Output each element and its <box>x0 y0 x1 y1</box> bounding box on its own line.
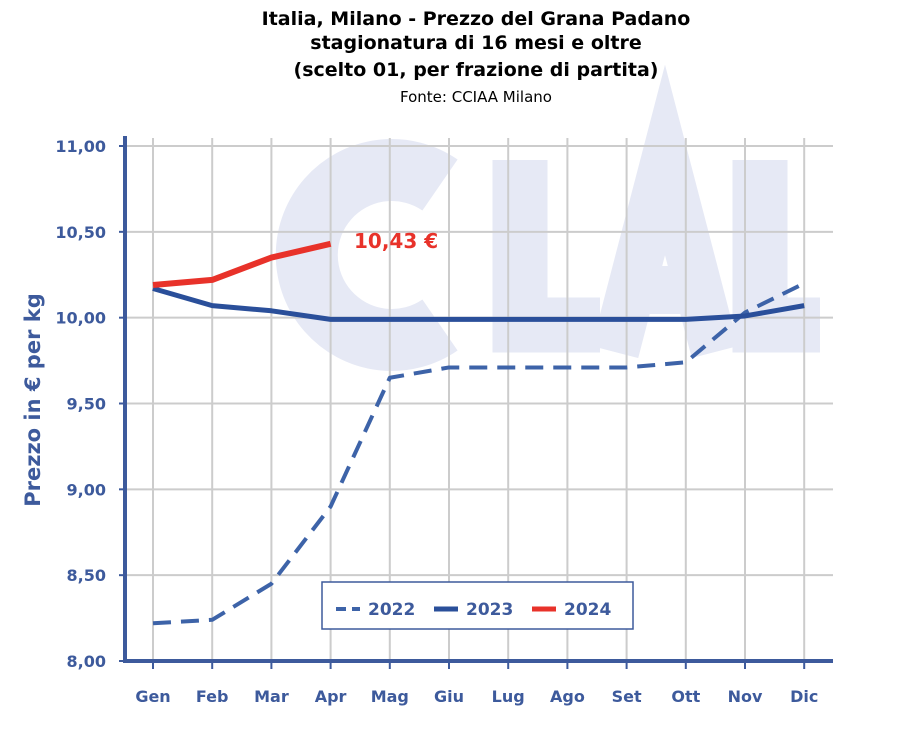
legend: 2022 2023 2024 <box>322 582 633 629</box>
chart-subtitle: Fonte: CCIAA Milano <box>400 88 552 106</box>
watermark-letter-c <box>307 170 440 340</box>
watermark-letter-a <box>615 160 715 352</box>
y-tick-label: 8,00 <box>67 652 106 671</box>
chart-title-line-3: (scelto 01, per frazione di partita) <box>294 59 659 81</box>
x-tick-label: Dic <box>790 687 818 706</box>
watermark-letter-l1 <box>520 160 600 325</box>
x-tick-label: Lug <box>492 687 525 706</box>
legend-label-2022: 2022 <box>368 600 415 620</box>
x-tick-label: Ott <box>671 687 700 706</box>
legend-label-2023: 2023 <box>466 600 513 620</box>
y-tick-label: 8,50 <box>67 566 106 585</box>
watermark-logo <box>307 160 820 352</box>
chart-title-line-2: stagionatura di 16 mesi e oltre <box>310 32 641 54</box>
x-tick-label: Nov <box>728 687 763 706</box>
legend-label-2024: 2024 <box>564 600 611 620</box>
annotation-last-value: 10,43 € <box>354 229 438 253</box>
y-tick-label: 10,50 <box>55 223 106 242</box>
x-tick-label: Set <box>612 687 642 706</box>
y-tick-label: 10,00 <box>55 309 106 328</box>
y-tick-label: 9,00 <box>67 480 106 499</box>
x-tick-label: Feb <box>196 687 229 706</box>
x-tick-label: Mar <box>254 687 289 706</box>
x-tick-label: Mag <box>371 687 409 706</box>
x-tick-label: Giu <box>434 687 464 706</box>
x-tick-label: Gen <box>135 687 170 706</box>
chart-title-line-1: Italia, Milano - Prezzo del Grana Padano <box>262 8 691 30</box>
y-axis-label: Prezzo in € per kg <box>21 293 45 507</box>
y-tick-label: 9,50 <box>67 395 106 414</box>
x-tick-label: Ago <box>550 687 585 706</box>
y-tick-label: 11,00 <box>55 137 106 156</box>
x-tick-label: Apr <box>315 687 347 706</box>
